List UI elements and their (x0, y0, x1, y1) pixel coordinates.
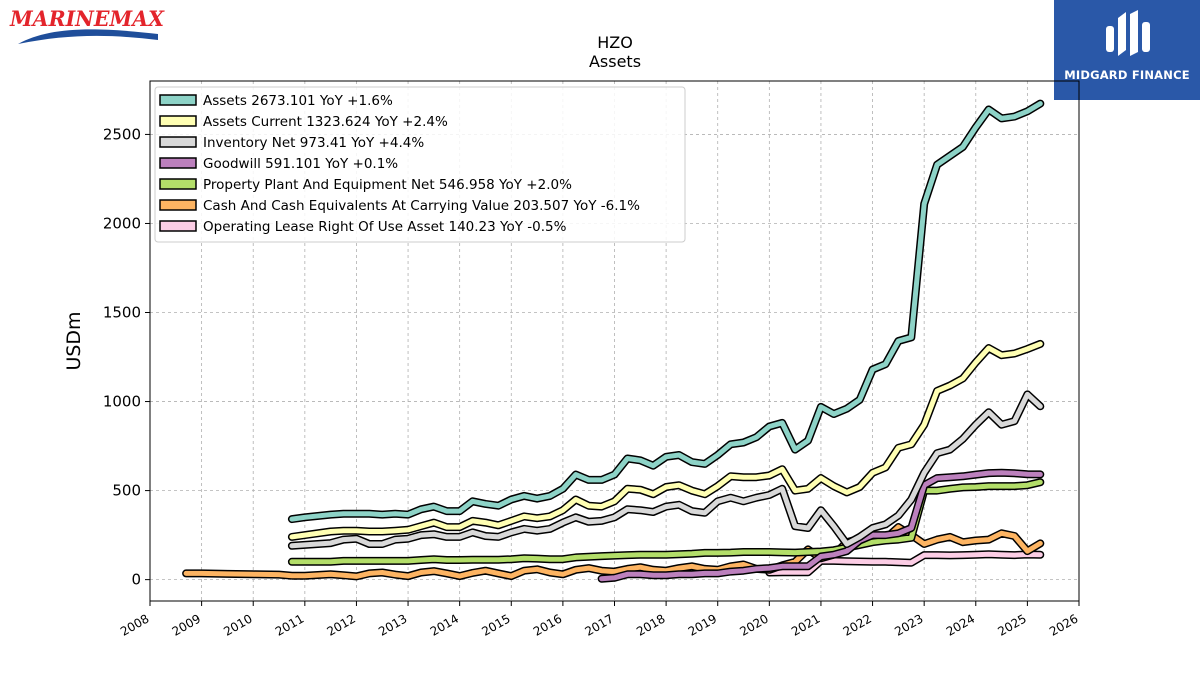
legend-box (154, 86, 686, 243)
legend-label: Cash And Cash Equivalents At Carrying Va… (203, 198, 640, 214)
x-tick-label: 2023 (892, 611, 925, 638)
marinemax-logo: MARINEMAX (9, 6, 165, 44)
x-tick-label: 2024 (944, 611, 977, 638)
chart-legend: Assets 2673.101 YoY +1.6% Assets Current … (154, 86, 686, 243)
series-assets (287, 99, 1045, 524)
x-tick-label: 2018 (634, 611, 667, 638)
legend-label: Operating Lease Right Of Use Asset 140.2… (203, 219, 567, 235)
series-line (289, 341, 1043, 540)
x-tick-label: 2013 (376, 611, 409, 638)
x-tick-label: 2020 (737, 611, 770, 638)
series-assets-current (287, 339, 1045, 541)
x-tick-label: 2021 (789, 611, 822, 638)
legend-swatch (159, 94, 197, 106)
legend-item-operating-lease-right-of-use-asset: Operating Lease Right Of Use Asset 140.2… (159, 219, 567, 235)
midgard-finance-badge: MIDGARD FINANCE (1054, 0, 1200, 100)
x-tick-label: 2012 (324, 611, 357, 638)
badge-text: MIDGARD FINANCE (1064, 68, 1190, 82)
x-tick-label: 2011 (273, 611, 306, 638)
legend-label: Assets 2673.101 YoY +1.6% (203, 93, 393, 109)
series-line (289, 101, 1043, 522)
series-line (599, 470, 1043, 582)
x-tick-label: 2016 (531, 611, 564, 638)
y-tick-label: 0 (131, 571, 141, 589)
series-operating-lease-right-of-use-asset (765, 550, 1045, 577)
series-line (766, 551, 1043, 575)
y-axis: 0 500 1000 1500 2000 2500 (103, 125, 150, 589)
legend-item-cash-and-cash-equivalents-at-carrying-value: Cash And Cash Equivalents At Carrying Va… (159, 198, 640, 214)
y-tick-label: 1500 (103, 304, 141, 322)
x-tick-label: 2025 (995, 611, 1028, 638)
x-tick-label: 2014 (428, 611, 461, 638)
x-tick-label: 2019 (686, 611, 719, 638)
x-tick-label: 2022 (841, 611, 874, 638)
x-tick-label: 2026 (1047, 611, 1080, 638)
y-tick-label: 500 (112, 482, 141, 500)
x-tick-label: 2009 (170, 611, 203, 638)
x-axis: 2008 2009 2010 2011 2012 2013 2014 2015 2016 2017… (118, 601, 1081, 639)
y-tick-label: 1000 (103, 393, 141, 411)
legend-item-assets: Assets 2673.101 YoY +1.6% (159, 93, 393, 109)
series-goodwill (597, 468, 1045, 583)
series-line (289, 391, 1043, 549)
midgard-logo-icon (1106, 10, 1150, 56)
chart-series (182, 99, 1045, 583)
logo-swoosh-icon (18, 29, 158, 44)
legend-swatch (159, 220, 197, 232)
legend-label: Goodwill 591.101 YoY +0.1% (203, 156, 398, 172)
legend-item-inventory-net: Inventory Net 973.41 YoY +4.4% (159, 135, 424, 151)
legend-swatch (159, 115, 197, 127)
x-tick-label: 2008 (118, 611, 151, 638)
y-tick-label: 2000 (103, 214, 141, 232)
legend-swatch (159, 136, 197, 148)
legend-item-property-plant-and-equipment-net: Property Plant And Equipment Net 546.958… (159, 177, 572, 193)
x-tick-label: 2017 (583, 611, 616, 638)
legend-label: Property Plant And Equipment Net 546.958… (203, 177, 572, 193)
y-tick-label: 2500 (103, 125, 141, 143)
legend-label: Assets Current 1323.624 YoY +2.4% (203, 114, 448, 130)
legend-item-goodwill: Goodwill 591.101 YoY +0.1% (159, 156, 398, 172)
legend-swatch (159, 178, 197, 190)
x-tick-label: 2015 (479, 611, 512, 638)
marinemax-logo-text: MARINEMAX (9, 6, 165, 31)
legend-label: Inventory Net 973.41 YoY +4.4% (203, 135, 424, 151)
chart-title: HZO (597, 33, 633, 52)
chart-subtitle: Assets (589, 52, 641, 71)
series-inventory-net (287, 390, 1045, 550)
legend-item-assets-current: Assets Current 1323.624 YoY +2.4% (159, 114, 448, 130)
legend-swatch (159, 157, 197, 169)
x-tick-label: 2010 (221, 611, 254, 638)
legend-swatch (159, 199, 197, 211)
y-axis-label: USDm (63, 311, 85, 370)
